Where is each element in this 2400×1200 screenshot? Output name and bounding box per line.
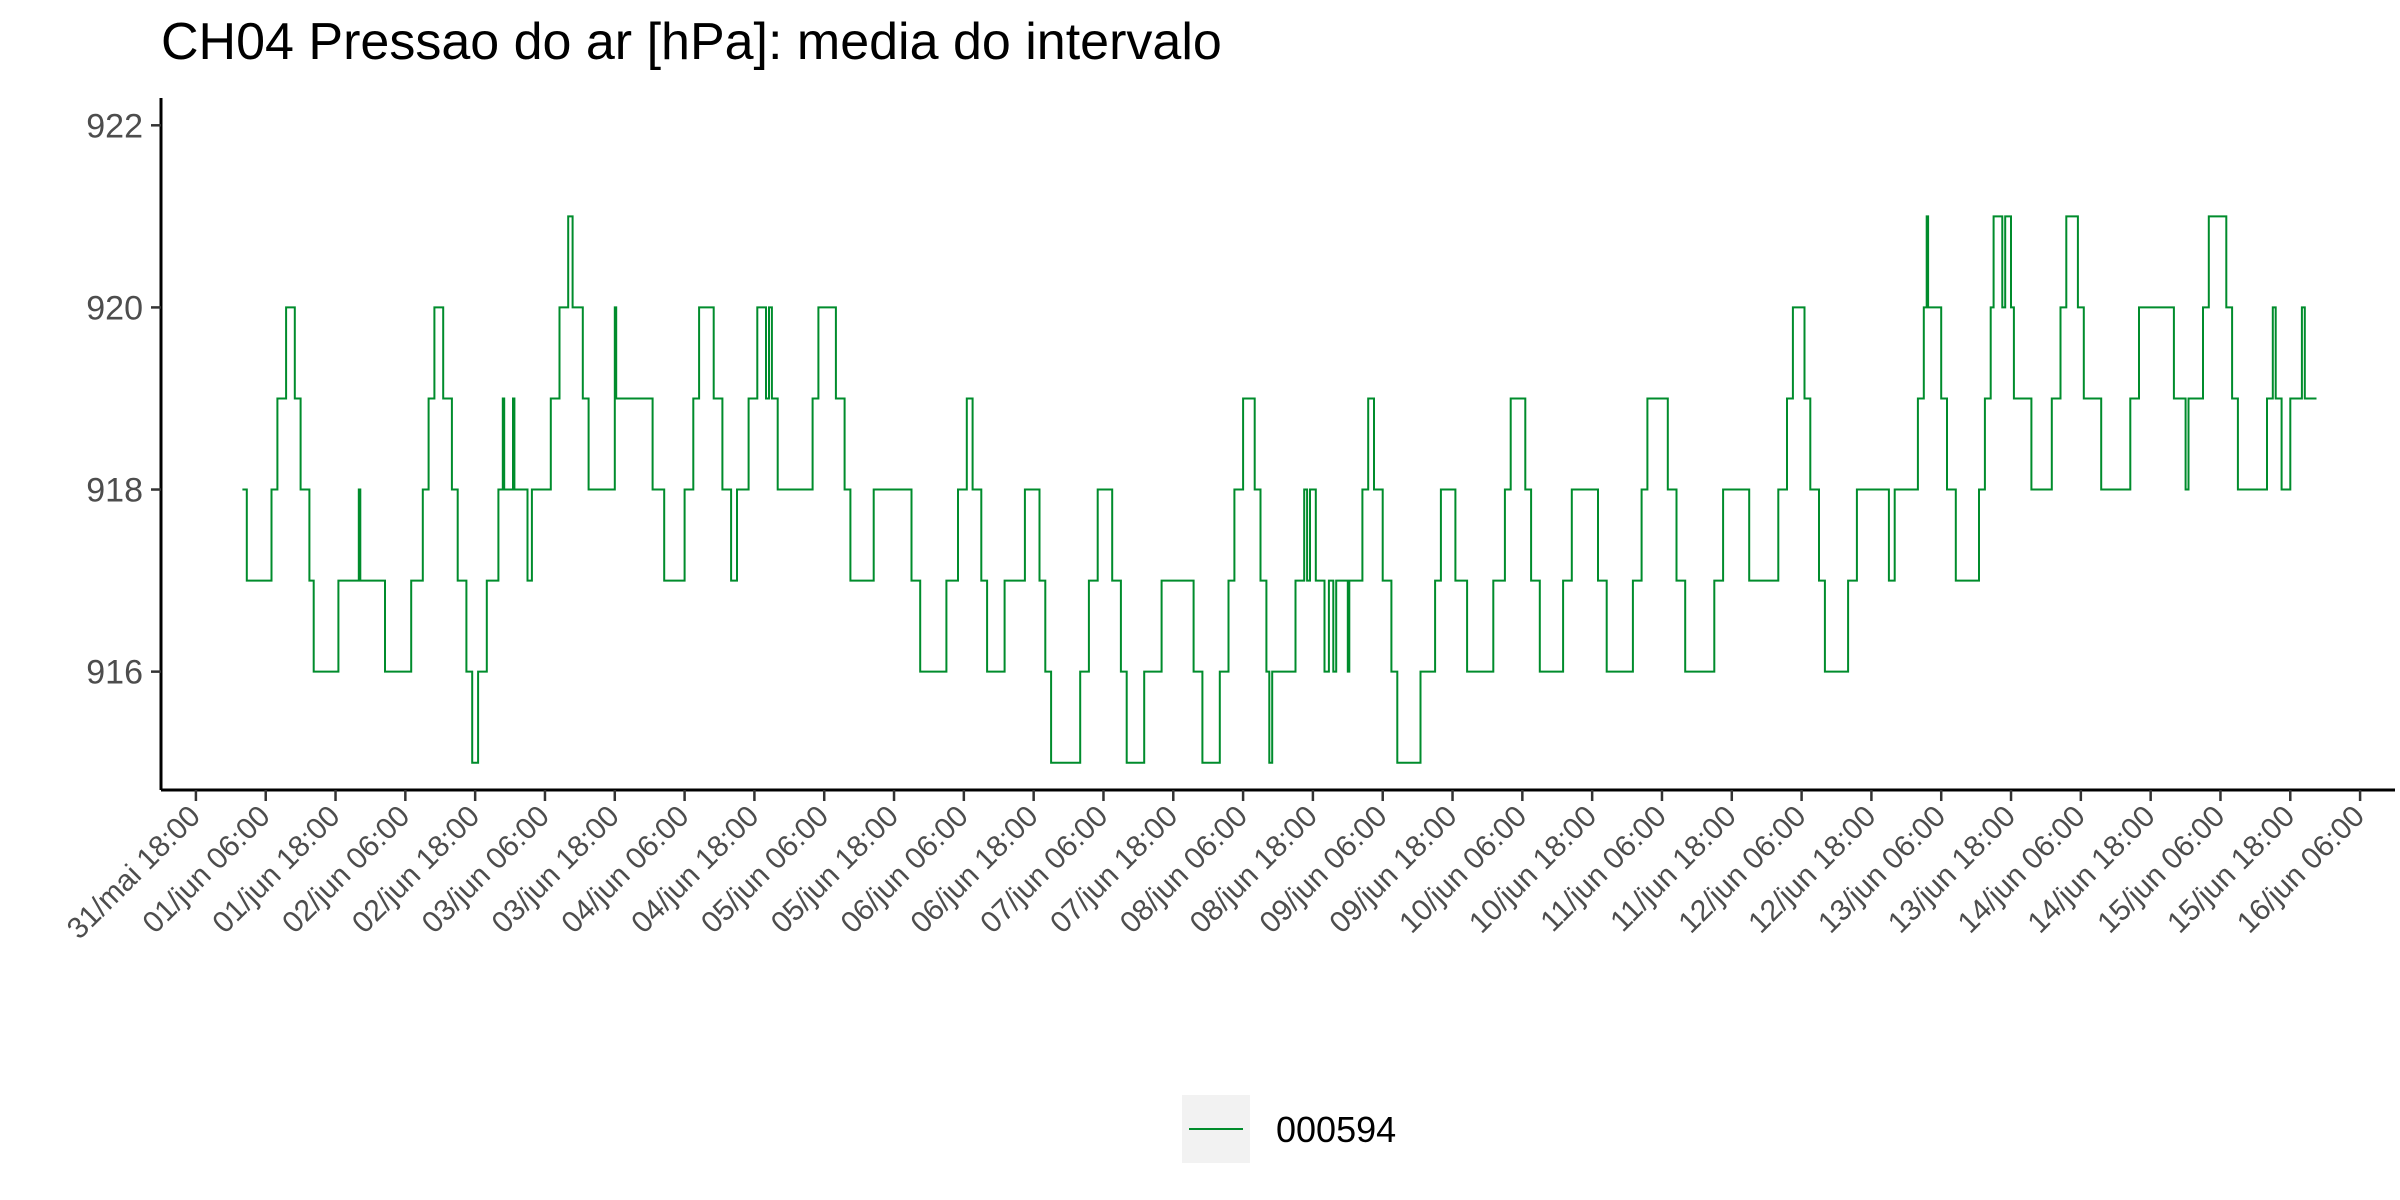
chart-title: CH04 Pressao do ar [hPa]: media do inter… <box>161 13 1222 71</box>
y-tick-label: 916 <box>86 654 143 692</box>
series-line-000594 <box>242 215 2317 764</box>
y-tick-label: 922 <box>86 107 143 145</box>
y-tick-label: 920 <box>86 289 143 327</box>
legend-label: 000594 <box>1276 1109 1396 1150</box>
y-tick-label: 918 <box>86 472 143 510</box>
legend: 000594 <box>1182 1095 1396 1163</box>
series-layer <box>242 215 2317 764</box>
